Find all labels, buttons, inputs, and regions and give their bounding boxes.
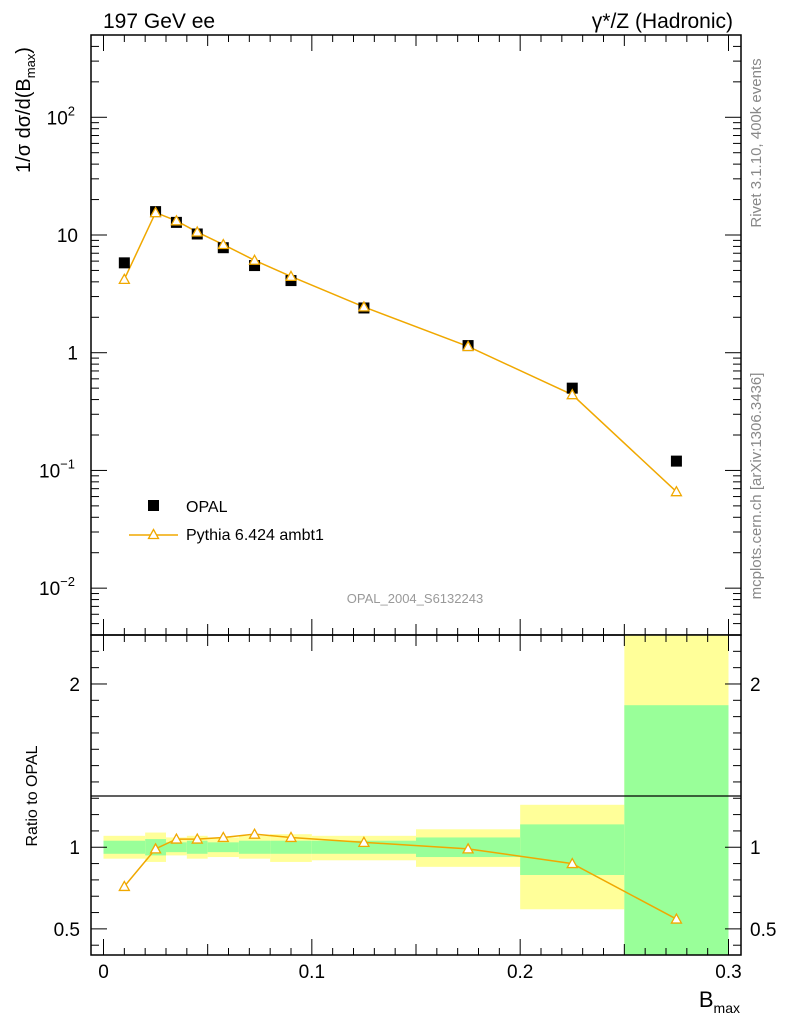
ratio-inner-band: [238, 840, 271, 854]
main-ytick-label-exponent: 2: [68, 103, 75, 118]
rivet-label: Rivet 3.1.10, 400k events: [748, 58, 765, 227]
ratio-panel: 0.5 0.5 1 1 2 2 0 0.1 0.2 0.3 Ratio to OPAL Bmax: [24, 634, 777, 1016]
xtick-label: 0.2: [507, 962, 533, 983]
mc-data-point: [248, 253, 261, 265]
ratio-inner-band: [103, 840, 146, 854]
main-frame: [90, 34, 742, 636]
mc-data-point: [118, 273, 131, 285]
mc-data-point: [170, 214, 183, 226]
legend-data-label: OPAL: [186, 499, 228, 516]
mc-data-point: [191, 225, 204, 237]
ratio-ylabel: Ratio to OPAL: [24, 745, 41, 846]
ratio-mc-point: [118, 880, 131, 892]
ratio-mc-point: [248, 827, 261, 839]
main-ytick-label: 10: [57, 226, 78, 247]
ratio-mc-point: [191, 832, 204, 844]
ratio-mc-point: [149, 842, 162, 854]
ratio-inner-band: [186, 840, 208, 854]
ratio-series: [118, 827, 683, 924]
ratio-mc-point: [461, 842, 475, 854]
ratio-mc-point: [217, 831, 230, 843]
ratio-ytick-label-left: 2: [69, 675, 80, 696]
ratio-xtick-labels: 0 0.1 0.2 0.3: [98, 962, 742, 983]
mc-data-point: [670, 485, 683, 497]
xtick-label: 0: [98, 962, 109, 983]
ratio-ticks: [91, 634, 741, 955]
ratio-ytick-label-left: 1: [69, 838, 80, 859]
ratio-inner-band: [166, 842, 187, 853]
xaxis-label-text: B: [699, 987, 714, 1012]
mc-data-point: [357, 300, 371, 312]
main-ytick-label: 102: [47, 103, 75, 129]
xaxis-label-subscript: max: [714, 1000, 740, 1016]
main-ylabel: 1/σ dσ/d(Bmax): [13, 47, 38, 173]
mc-data-point: [461, 340, 475, 352]
main-ytick-label-exponent: −1: [60, 456, 75, 471]
mc-data-point: [149, 206, 162, 218]
source-label: mcplots.cern.ch [arXiv:1306.3436]: [748, 373, 765, 600]
main-ytick-label-exponent: −2: [60, 574, 75, 589]
energy-title: 197 GeV ee: [103, 10, 215, 33]
ratio-mc-point: [670, 912, 683, 924]
ratio-inner-band: [207, 842, 239, 853]
ratio-ytick-label-left: 0.5: [54, 920, 80, 941]
ratio-inner-band: [270, 840, 312, 854]
main-ytick-label-base: 10: [47, 108, 68, 129]
xaxis-label: Bmax: [699, 987, 740, 1016]
main-ytick-label: 10−2: [39, 574, 75, 600]
main-ticks: [91, 34, 741, 636]
main-ylabel-subscript: max: [23, 53, 38, 78]
legend-mc-marker: [147, 528, 160, 540]
xtick-label: 0.1: [299, 962, 325, 983]
ratio-mc-point: [170, 832, 183, 844]
ratio-ytick-label-right: 1: [750, 838, 761, 859]
main-ylabel-tail: ): [13, 47, 35, 54]
ratio-ytick-label-right: 2: [750, 675, 761, 696]
opal-data-point: [118, 257, 130, 269]
legend-mc-label: Pythia 6.424 ambt1: [186, 527, 324, 544]
ratio-frame: [90, 634, 742, 956]
process-title: γ*/Z (Hadronic): [592, 10, 733, 33]
ratio-error-bands: [103, 635, 729, 955]
main-ytick-label: 10−1: [39, 456, 75, 482]
opal-data-point: [249, 260, 261, 272]
ratio-ytick-label-right: 0.5: [750, 920, 776, 941]
main-ylabel-text: 1/σ dσ/d(B: [13, 78, 35, 173]
ratio-mc-point: [357, 836, 371, 847]
legend-data-marker: [148, 500, 159, 511]
mc-line: [123, 211, 677, 493]
mc-data-point: [566, 388, 579, 400]
mc-data-point: [284, 270, 298, 282]
analysis-watermark: OPAL_2004_S6132243: [347, 591, 483, 606]
main-ytick-label-base: 10: [39, 579, 60, 600]
main-ytick-label: 1: [67, 344, 78, 365]
opal-data-point: [566, 382, 578, 394]
xtick-label: 0.3: [715, 962, 741, 983]
legend: OPAL Pythia 6.424 ambt1: [129, 499, 324, 544]
main-series: [118, 206, 683, 497]
mc-data-point: [217, 238, 230, 250]
ratio-mc-point: [284, 831, 298, 843]
main-ytick-label-base: 10: [39, 461, 60, 482]
ratio-ytick-labels: 0.5 0.5 1 1 2 2: [54, 675, 777, 941]
ratio-mc-point: [566, 857, 579, 869]
opal-data-point: [670, 455, 682, 467]
